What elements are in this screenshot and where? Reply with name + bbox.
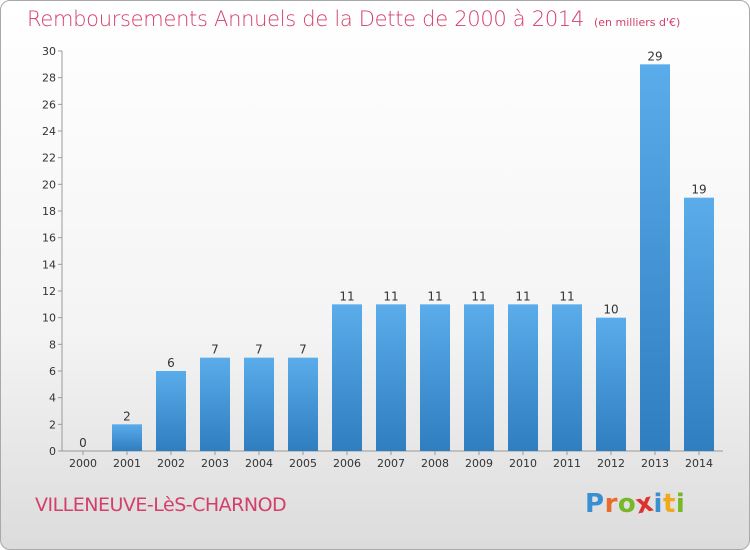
x-tick-label: 2008 [421,457,449,470]
bar [244,357,274,451]
data-label: 7 [211,343,219,357]
bar [288,357,318,451]
bar [112,424,142,451]
x-tick-label: 2014 [685,457,713,470]
y-tick-label: 22 [42,152,56,165]
y-tick-label: 24 [42,125,56,138]
x-tick-label: 2000 [69,457,97,470]
bar [376,304,406,451]
bar [552,304,582,451]
data-label: 11 [515,289,530,303]
chart-title: Remboursements Annuels de la Dette de 20… [27,7,584,31]
data-label: 7 [299,343,307,357]
y-tick-label: 14 [42,258,56,271]
data-label: 7 [255,343,263,357]
y-tick-label: 10 [42,312,56,325]
logo-letter: i [653,489,663,519]
y-tick-label: 2 [49,418,56,431]
data-label: 11 [339,289,354,303]
data-label: 10 [603,303,618,317]
y-tick-label: 16 [42,232,56,245]
y-tick-label: 4 [49,392,56,405]
data-label: 11 [471,289,486,303]
logo-letter: r [604,489,618,519]
chart-subtitle: (en milliers d'€) [594,16,681,29]
x-tick-label: 2012 [597,457,625,470]
y-tick-label: 30 [42,45,56,58]
data-label: 11 [383,289,398,303]
data-label: 2 [123,409,131,423]
bar [640,64,670,452]
data-label: 19 [691,183,706,197]
proxiti-logo: Proxiti [585,488,686,521]
logo-letter: o [617,489,637,519]
data-label: 29 [647,49,662,63]
x-tick-label: 2007 [377,457,405,470]
data-label: 6 [167,356,175,370]
y-tick-label: 6 [49,365,56,378]
bar [464,304,494,451]
x-tick-label: 2010 [509,457,537,470]
bar [332,304,362,451]
bar [684,197,714,451]
x-tick-label: 2005 [289,457,317,470]
town-name: VILLENEUVE-LèS-CHARNOD [35,494,287,516]
bar [508,304,538,451]
x-tick-label: 2004 [245,457,273,470]
y-tick-label: 0 [49,445,56,458]
data-label: 0 [79,436,87,450]
x-tick-label: 2003 [201,457,229,470]
bar [596,317,626,451]
y-tick-label: 12 [42,285,56,298]
y-tick-label: 18 [42,205,56,218]
logo-letter: t [662,489,676,519]
logo-letter: P [585,489,605,519]
bar [200,357,230,451]
y-tick-label: 26 [42,98,56,111]
x-tick-label: 2002 [157,457,185,470]
chart-heading: Remboursements Annuels de la Dette de 20… [27,7,680,31]
y-tick-label: 8 [49,338,56,351]
x-tick-label: 2006 [333,457,361,470]
y-tick-label: 28 [42,72,56,85]
x-tick-label: 2013 [641,457,669,470]
x-tick-label: 2011 [553,457,581,470]
data-label: 11 [427,289,442,303]
logo-letter: i [675,489,686,519]
x-tick-label: 2009 [465,457,493,470]
bar [156,371,186,451]
y-tick-label: 20 [42,178,56,191]
data-label: 11 [559,289,574,303]
bar [420,304,450,451]
x-tick-label: 2001 [113,457,141,470]
